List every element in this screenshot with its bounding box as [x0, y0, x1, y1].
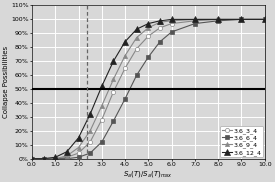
3.6_9_4	[89, 130, 92, 132]
3.6_6_4	[77, 156, 80, 158]
3.6_3_4	[54, 158, 57, 160]
3.6_12_4	[42, 158, 45, 160]
3.6_9_4	[42, 158, 45, 160]
3.6_6_4	[240, 18, 243, 21]
3.6_3_4	[240, 18, 243, 21]
3.6_6_4	[263, 18, 266, 21]
3.6_6_4	[135, 74, 138, 76]
3.6_3_4	[193, 20, 197, 22]
3.6_3_4	[42, 158, 45, 160]
3.6_9_4	[240, 18, 243, 21]
3.6_9_4	[158, 21, 162, 23]
3.6_12_4	[89, 113, 92, 115]
X-axis label: $S_a(T)/S_a(T)_{max}$: $S_a(T)/S_a(T)_{max}$	[123, 169, 173, 179]
3.6_12_4	[263, 18, 266, 21]
3.6_3_4	[30, 158, 34, 160]
3.6_12_4	[123, 41, 127, 43]
3.6_3_4	[123, 67, 127, 69]
3.6_12_4	[170, 18, 173, 21]
3.6_9_4	[193, 18, 197, 21]
3.6_3_4	[112, 91, 115, 93]
3.6_12_4	[193, 18, 197, 21]
3.6_6_4	[158, 41, 162, 43]
3.6_6_4	[42, 158, 45, 160]
3.6_12_4	[65, 151, 68, 153]
3.6_9_4	[263, 18, 266, 21]
3.6_9_4	[123, 55, 127, 57]
Line: 3.6_3_4: 3.6_3_4	[30, 17, 267, 161]
3.6_9_4	[65, 155, 68, 157]
3.6_12_4	[30, 158, 34, 160]
3.6_6_4	[123, 98, 127, 100]
3.6_3_4	[170, 23, 173, 25]
3.6_3_4	[158, 27, 162, 29]
3.6_12_4	[77, 137, 80, 139]
3.6_6_4	[30, 158, 34, 160]
3.6_9_4	[100, 105, 103, 107]
3.6_12_4	[100, 85, 103, 87]
3.6_3_4	[216, 18, 220, 21]
3.6_9_4	[30, 158, 34, 160]
3.6_9_4	[54, 158, 57, 160]
3.6_6_4	[65, 158, 68, 160]
3.6_3_4	[77, 152, 80, 154]
3.6_3_4	[100, 119, 103, 121]
3.6_12_4	[158, 20, 162, 22]
3.6_9_4	[77, 147, 80, 149]
3.6_6_4	[89, 152, 92, 154]
3.6_9_4	[112, 78, 115, 80]
3.6_12_4	[54, 156, 57, 158]
3.6_3_4	[263, 18, 266, 21]
3.6_6_4	[54, 158, 57, 160]
Y-axis label: Collapse Possibilities: Collapse Possibilities	[4, 46, 9, 118]
3.6_3_4	[135, 48, 138, 50]
3.6_6_4	[112, 120, 115, 122]
Line: 3.6_6_4: 3.6_6_4	[30, 17, 267, 161]
Line: 3.6_9_4: 3.6_9_4	[30, 17, 267, 161]
3.6_9_4	[170, 20, 173, 22]
3.6_12_4	[147, 23, 150, 25]
3.6_12_4	[135, 28, 138, 30]
3.6_6_4	[170, 31, 173, 33]
3.6_6_4	[147, 56, 150, 58]
3.6_12_4	[240, 18, 243, 21]
3.6_3_4	[147, 35, 150, 37]
3.6_9_4	[216, 18, 220, 21]
3.6_6_4	[193, 23, 197, 25]
3.6_6_4	[216, 20, 220, 22]
3.6_3_4	[65, 156, 68, 158]
3.6_9_4	[135, 36, 138, 39]
3.6_12_4	[216, 18, 220, 21]
3.6_3_4	[89, 141, 92, 143]
3.6_9_4	[147, 27, 150, 29]
3.6_12_4	[112, 60, 115, 62]
Legend: 3.6_3_4, 3.6_6_4, 3.6_9_4, 3.6_12_4: 3.6_3_4, 3.6_6_4, 3.6_9_4, 3.6_12_4	[221, 126, 263, 157]
Line: 3.6_12_4: 3.6_12_4	[29, 17, 268, 161]
3.6_6_4	[100, 141, 103, 143]
